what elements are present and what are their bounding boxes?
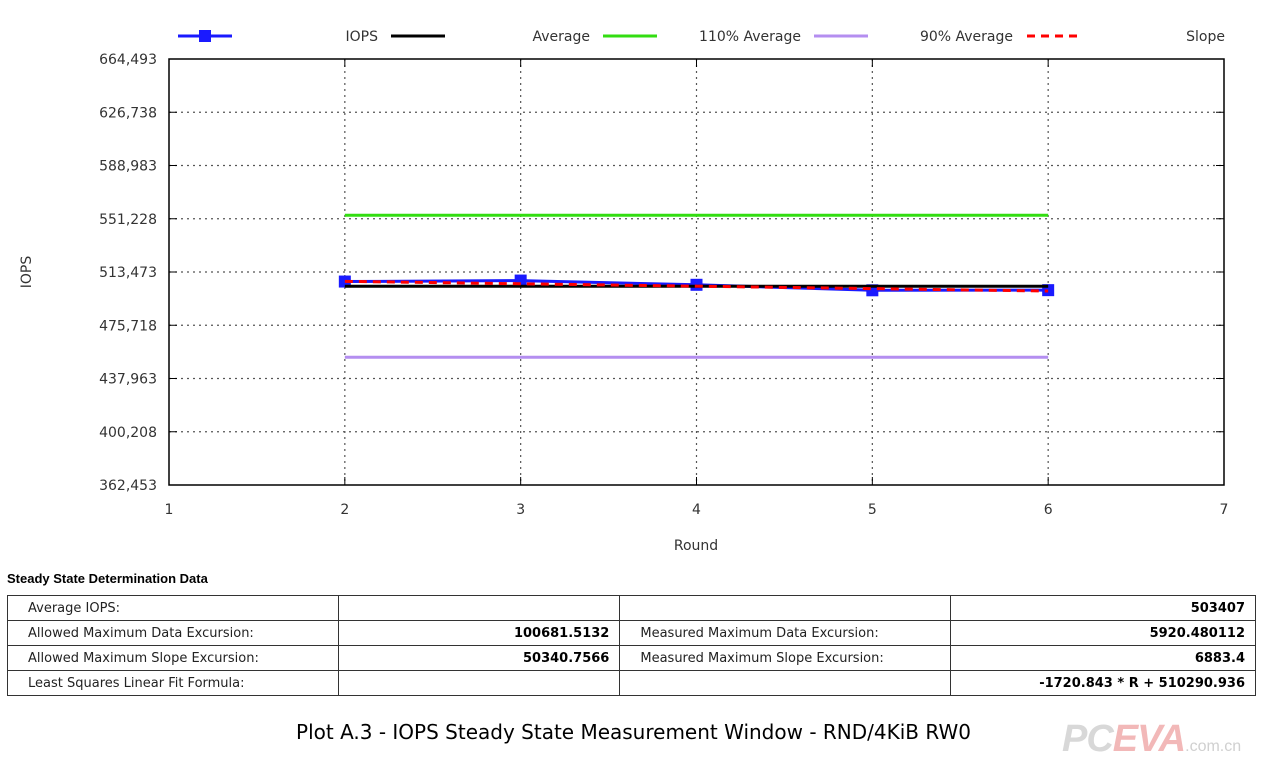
row-value: -1720.843 * R + 510290.936 [950,670,1256,696]
y-tick-label: 362,453 [99,478,157,494]
x-tick-label: 6 [1044,502,1053,518]
y-tick-label: 513,473 [99,265,157,281]
watermark-logo: PCEVA.com.cn [1062,718,1242,760]
row-value: 6883.4 [950,645,1256,671]
series-line-slope [344,279,1049,293]
row-label: Measured Maximum Data Excursion: [619,620,952,646]
y-tick-label: 626,738 [99,105,157,121]
row-value: 5920.480112 [950,620,1256,646]
x-tick-label: 7 [1220,502,1229,518]
y-tick-label: 400,208 [99,425,157,441]
table-row: Average IOPS: 503407 [7,595,1256,621]
legend-swatch-marker [199,30,211,42]
y-tick-label: 551,228 [99,212,157,228]
row-label: Average IOPS: [7,595,339,621]
table-title: Steady State Determination Data [7,571,208,586]
row-label: Allowed Maximum Data Excursion: [7,620,339,646]
x-tick-label: 1 [165,502,174,518]
x-tick-label: 3 [516,502,525,518]
y-tick-label: 475,718 [99,318,157,334]
table-row: Allowed Maximum Data Excursion: 100681.5… [7,620,1256,646]
x-tick-label: 2 [340,502,349,518]
figure-caption: Plot A.3 - IOPS Steady State Measurement… [296,720,971,744]
row-value: 503407 [950,595,1256,621]
table-row: Allowed Maximum Slope Excursion: 50340.7… [7,645,1256,671]
legend-label: 90% Average [920,29,1013,45]
y-axis-ticks: 362,453 400,208 437,963 475,718 513,473 551,2… [99,52,1224,494]
row-label: Measured Maximum Slope Excursion: [619,645,952,671]
grid-lines [169,59,1224,485]
x-axis-ticks: 1 2 3 4 5 6 7 [165,59,1229,518]
legend-label: 110% Average [699,29,801,45]
y-tick-label: 437,963 [99,372,157,388]
row-value: 50340.7566 [337,645,621,671]
legend-label: Average [533,29,591,45]
table-row: Least Squares Linear Fit Formula: -1720.… [7,670,1256,696]
iops-chart: 362,453 400,208 437,963 475,718 513,473 551,2… [19,29,1229,554]
legend-label: IOPS [346,29,379,45]
steady-state-table: Average IOPS: 503407 Allowed Maximum Dat… [7,595,1256,696]
y-tick-label: 664,493 [99,52,157,68]
x-axis-label: Round [674,538,718,554]
row-value: 100681.5132 [337,620,621,646]
row-label: Least Squares Linear Fit Formula: [7,670,339,696]
y-tick-label: 588,983 [99,159,157,175]
y-axis-label: IOPS [19,256,35,289]
x-tick-label: 4 [692,502,701,518]
legend: IOPS Average 110% Average 90% Average Slope [178,29,1225,45]
watermark-domain: .com.cn [1185,738,1242,755]
x-tick-label: 5 [868,502,877,518]
row-label: Allowed Maximum Slope Excursion: [7,645,339,671]
legend-label: Slope [1186,29,1225,45]
plot-area [168,58,1225,486]
series-layer [338,213,1055,359]
